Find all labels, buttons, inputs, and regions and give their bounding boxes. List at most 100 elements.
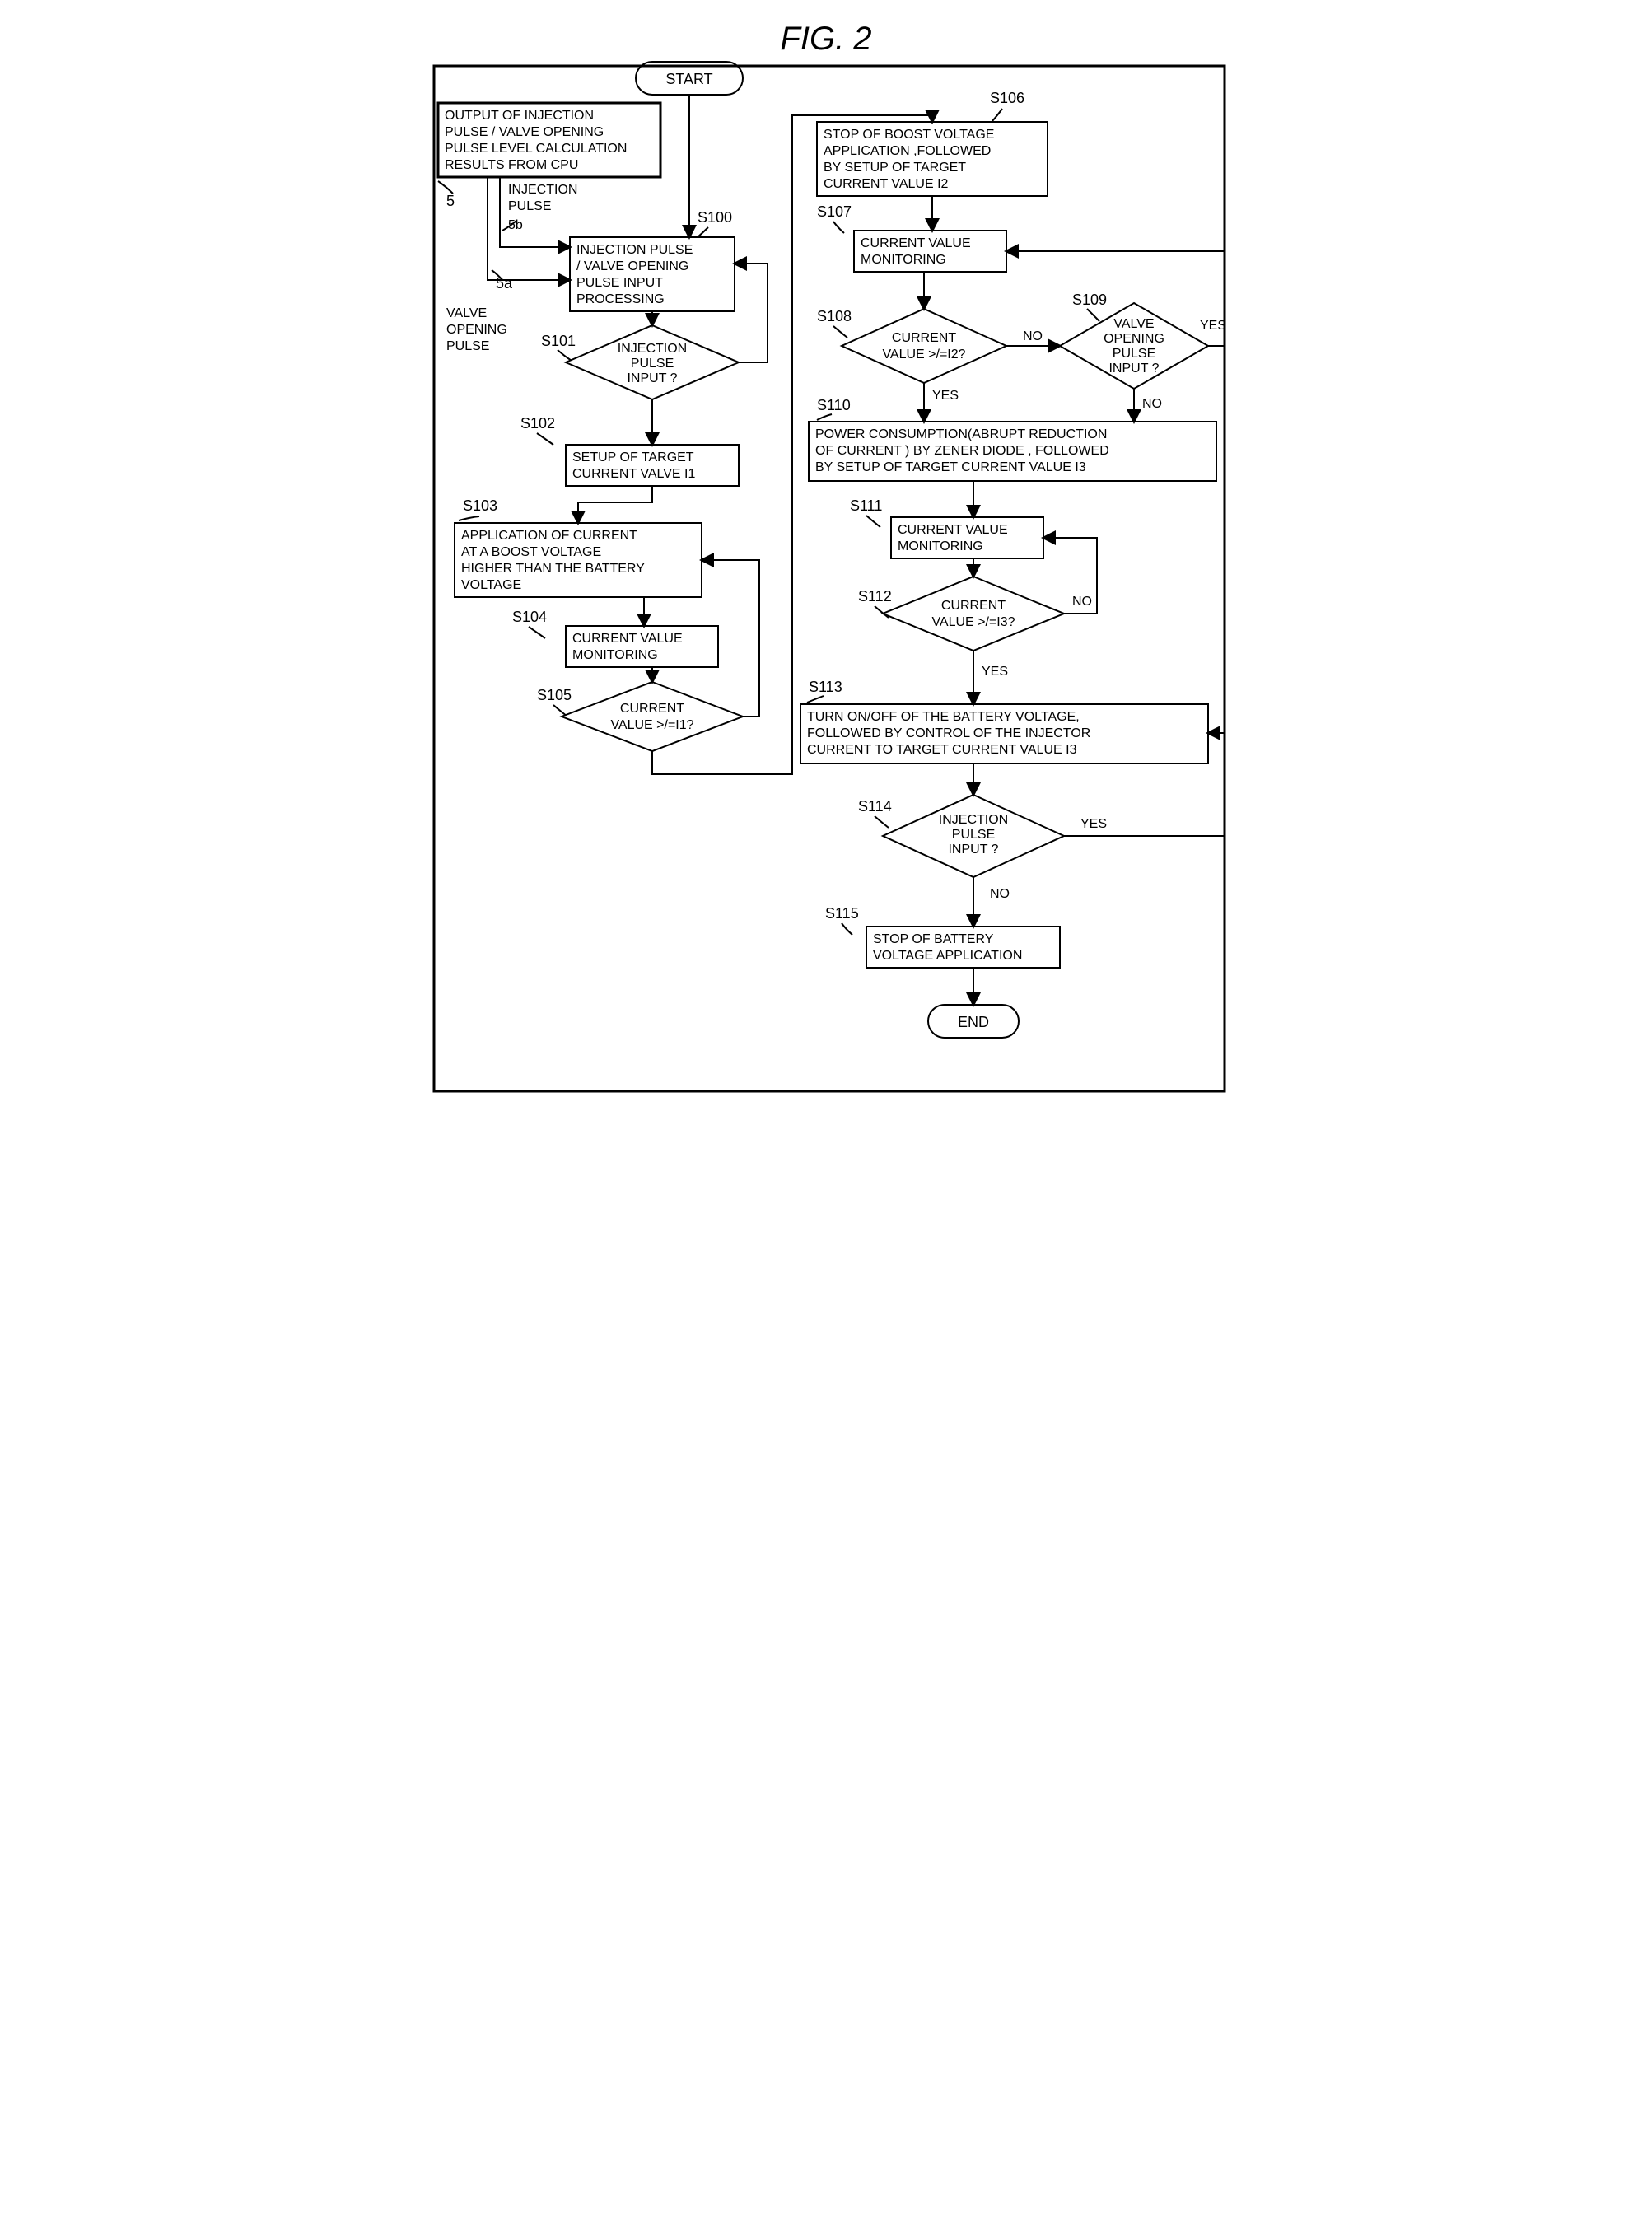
s115-leader bbox=[842, 923, 852, 935]
label-s106: S106 bbox=[990, 90, 1024, 106]
svg-text:CURRENT: CURRENT bbox=[940, 599, 1005, 613]
s113-leader bbox=[807, 696, 824, 703]
arrow-s101-no-s100 bbox=[735, 264, 768, 362]
svg-text:CURRENT VALUE: CURRENT VALUE bbox=[898, 523, 1008, 537]
s109-leader bbox=[1087, 309, 1099, 321]
label-s109: S109 bbox=[1072, 292, 1107, 308]
s113-box: TURN ON/OFF OF THE BATTERY VOLTAGE, FOLL… bbox=[800, 704, 1208, 763]
label-s114: S114 bbox=[858, 798, 892, 815]
svg-text:OUTPUT OF INJECTION: OUTPUT OF INJECTION bbox=[445, 109, 594, 123]
s111-leader bbox=[866, 516, 880, 527]
svg-text:PULSE / VALVE OPENING: PULSE / VALVE OPENING bbox=[445, 125, 604, 139]
label-s113: S113 bbox=[809, 679, 842, 695]
svg-text:PULSE INPUT: PULSE INPUT bbox=[576, 276, 663, 290]
svg-text:BY SETUP OF TARGET CURRENT VAL: BY SETUP OF TARGET CURRENT VALUE I3 bbox=[815, 460, 1086, 474]
s109-decision: VALVE OPENING PULSE INPUT ? bbox=[1060, 303, 1208, 389]
label-s100: S100 bbox=[698, 209, 732, 226]
svg-text:PULSE: PULSE bbox=[508, 199, 551, 213]
s114-decision: INJECTION PULSE INPUT ? bbox=[883, 795, 1064, 877]
s108-no-label: NO bbox=[1023, 329, 1043, 343]
s112-yes-label: YES bbox=[982, 665, 1008, 679]
arrow-s102-s103 bbox=[578, 486, 652, 523]
svg-text:VOLTAGE: VOLTAGE bbox=[461, 578, 521, 592]
s110-leader bbox=[817, 414, 832, 420]
figure-title: FIG. 2 bbox=[780, 21, 871, 57]
svg-text:VALUE >/=I3?: VALUE >/=I3? bbox=[931, 615, 1015, 629]
svg-text:PULSE: PULSE bbox=[951, 828, 994, 842]
svg-text:STOP OF BOOST VOLTAGE: STOP OF BOOST VOLTAGE bbox=[824, 128, 994, 142]
s108-yes-label: YES bbox=[932, 389, 959, 403]
svg-text:OF CURRENT ) BY ZENER DIODE ,: OF CURRENT ) BY ZENER DIODE , FOLLOWED bbox=[815, 444, 1109, 458]
s108-leader bbox=[833, 326, 847, 338]
svg-text:CURRENT: CURRENT bbox=[891, 331, 955, 345]
s106-box: STOP OF BOOST VOLTAGE APPLICATION ,FOLLO… bbox=[817, 122, 1048, 196]
svg-text:PULSE: PULSE bbox=[630, 357, 673, 371]
svg-text:INJECTION PULSE: INJECTION PULSE bbox=[576, 243, 693, 257]
label-s111: S111 bbox=[850, 497, 882, 514]
label-s104: S104 bbox=[512, 609, 547, 625]
svg-text:HIGHER THAN THE BATTERY: HIGHER THAN THE BATTERY bbox=[461, 562, 645, 576]
s114-no-label: NO bbox=[990, 887, 1010, 901]
s107-box: CURRENT VALUE MONITORING bbox=[854, 231, 1006, 272]
s115-box: STOP OF BATTERY VOLTAGE APPLICATION bbox=[866, 927, 1060, 968]
svg-text:STOP OF BATTERY: STOP OF BATTERY bbox=[873, 932, 994, 946]
s103-leader bbox=[459, 516, 479, 520]
s110-box: POWER CONSUMPTION(ABRUPT REDUCTION OF CU… bbox=[809, 422, 1216, 481]
label-s107: S107 bbox=[817, 203, 852, 220]
s112-no-label: NO bbox=[1072, 595, 1092, 609]
svg-text:INPUT ?: INPUT ? bbox=[948, 843, 998, 857]
label-s108: S108 bbox=[817, 308, 852, 324]
svg-text:INPUT ?: INPUT ? bbox=[627, 371, 677, 385]
label-s115: S115 bbox=[825, 905, 859, 922]
svg-text:CURRENT TO TARGET CURRENT VALU: CURRENT TO TARGET CURRENT VALUE I3 bbox=[807, 743, 1077, 757]
label-s105: S105 bbox=[537, 687, 572, 703]
ref-5a: 5a bbox=[496, 275, 513, 292]
s100-box: INJECTION PULSE / VALVE OPENING PULSE IN… bbox=[570, 237, 735, 311]
s101-decision: INJECTION PULSE INPUT ? bbox=[566, 325, 739, 399]
s106-leader bbox=[992, 109, 1002, 121]
svg-text:OPENING: OPENING bbox=[1104, 332, 1164, 346]
s103-box: APPLICATION OF CURRENT AT A BOOST VOLTAG… bbox=[455, 523, 702, 597]
s111-box: CURRENT VALUE MONITORING bbox=[891, 517, 1043, 558]
svg-text:PULSE: PULSE bbox=[446, 339, 489, 353]
svg-text:POWER CONSUMPTION(ABRUPT REDUC: POWER CONSUMPTION(ABRUPT REDUCTION bbox=[815, 427, 1107, 441]
svg-text:MONITORING: MONITORING bbox=[898, 539, 983, 553]
s109-no-label: NO bbox=[1142, 397, 1162, 411]
svg-text:CURRENT: CURRENT bbox=[619, 702, 684, 716]
s105-decision: CURRENT VALUE >/=I1? bbox=[562, 682, 743, 751]
svg-text:VALUE >/=I2?: VALUE >/=I2? bbox=[882, 348, 965, 362]
end-terminator: END bbox=[928, 1005, 1019, 1038]
s102-leader bbox=[537, 433, 553, 445]
svg-text:RESULTS FROM CPU: RESULTS FROM CPU bbox=[445, 158, 578, 172]
s109-yes-label: YES bbox=[1200, 319, 1226, 333]
svg-text:INPUT ?: INPUT ? bbox=[1108, 362, 1159, 376]
svg-text:/ VALVE OPENING: / VALVE OPENING bbox=[576, 259, 688, 273]
svg-text:PROCESSING: PROCESSING bbox=[576, 292, 665, 306]
svg-text:CURRENT VALUE: CURRENT VALUE bbox=[572, 632, 683, 646]
s100-leader bbox=[698, 227, 708, 237]
s104-box: CURRENT VALUE MONITORING bbox=[566, 626, 718, 667]
svg-text:CURRENT VALVE I1: CURRENT VALVE I1 bbox=[572, 467, 695, 481]
svg-text:INJECTION: INJECTION bbox=[938, 813, 1007, 827]
s114-leader bbox=[875, 816, 889, 828]
svg-text:VALVE: VALVE bbox=[446, 306, 487, 320]
svg-text:END: END bbox=[957, 1014, 988, 1030]
s112-decision: CURRENT VALUE >/=I3? bbox=[883, 577, 1064, 651]
svg-text:CURRENT VALUE I2: CURRENT VALUE I2 bbox=[824, 177, 949, 191]
injection-pulse-label: INJECTION PULSE 5b bbox=[508, 183, 577, 232]
svg-text:INJECTION: INJECTION bbox=[508, 183, 577, 197]
svg-text:START: START bbox=[665, 71, 712, 87]
label-s103: S103 bbox=[463, 497, 497, 514]
svg-text:VALVE: VALVE bbox=[1113, 317, 1154, 331]
s101-leader bbox=[558, 350, 572, 361]
label-s102: S102 bbox=[520, 415, 555, 432]
ref-5: 5 bbox=[446, 193, 455, 209]
s104-leader bbox=[529, 627, 545, 638]
label-s110: S110 bbox=[817, 397, 851, 413]
svg-text:SETUP OF TARGET: SETUP OF TARGET bbox=[572, 450, 694, 464]
svg-text:AT A BOOST VOLTAGE: AT A BOOST VOLTAGE bbox=[461, 545, 601, 559]
svg-text:FOLLOWED BY CONTROL OF THE INJ: FOLLOWED BY CONTROL OF THE INJECTOR bbox=[807, 726, 1090, 740]
svg-text:OPENING: OPENING bbox=[446, 323, 507, 337]
svg-text:APPLICATION OF CURRENT: APPLICATION OF CURRENT bbox=[461, 529, 637, 543]
s114-yes-label: YES bbox=[1080, 817, 1107, 831]
